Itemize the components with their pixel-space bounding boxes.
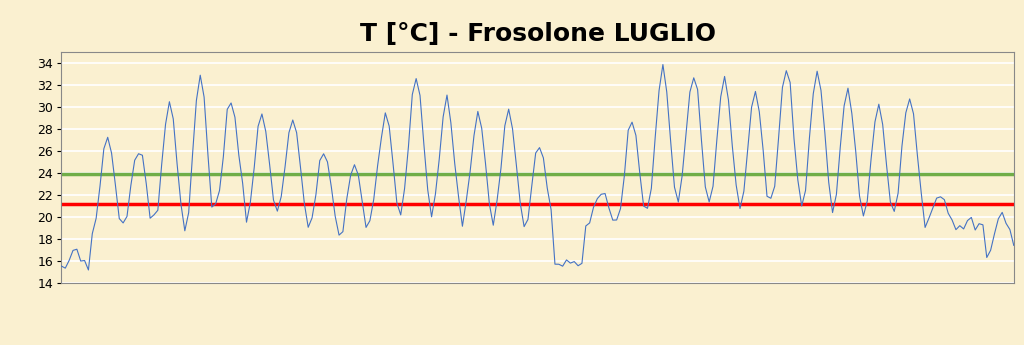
Title: T [°C] - Frosolone LUGLIO: T [°C] - Frosolone LUGLIO: [359, 22, 716, 46]
